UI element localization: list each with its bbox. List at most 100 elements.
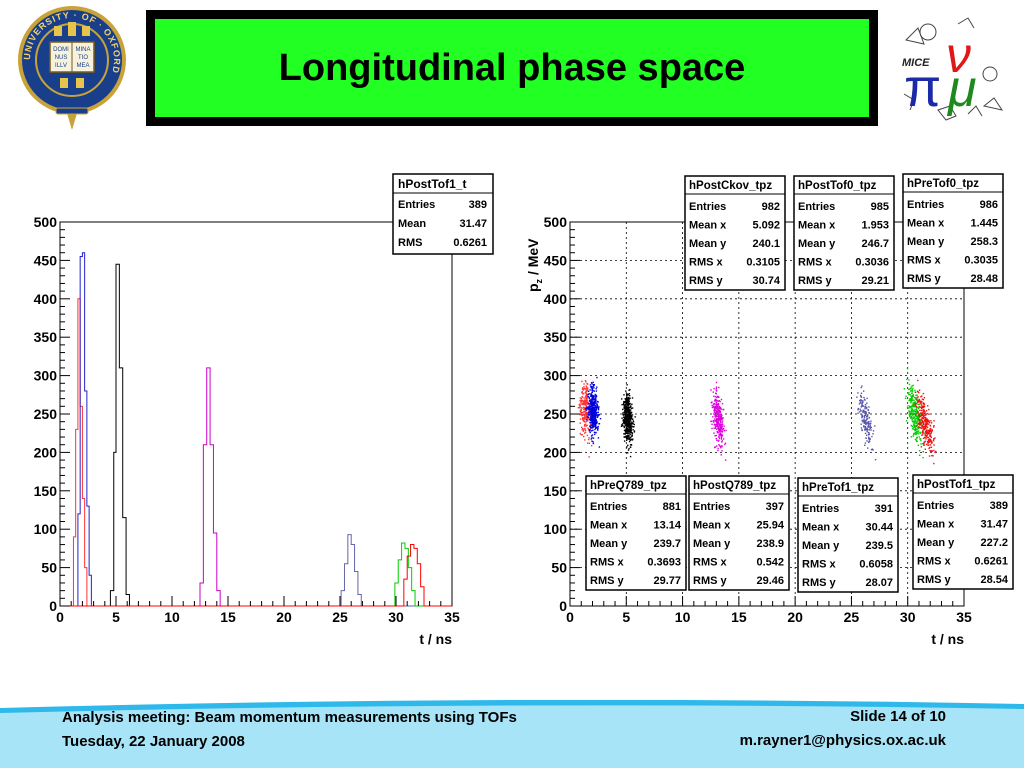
scatter-point <box>912 411 914 413</box>
scatter-point <box>934 437 936 439</box>
scatter-point <box>582 401 585 403</box>
stats-row-value: 29.46 <box>756 575 784 587</box>
scatter-point <box>584 432 586 434</box>
footer-meeting-title: Analysis meeting: Beam momentum measurem… <box>62 709 517 726</box>
scatter-point <box>623 416 625 419</box>
scatter-point <box>918 406 921 408</box>
scatter-point <box>931 454 933 457</box>
scatter-point <box>912 395 915 397</box>
scatter-point <box>869 438 871 440</box>
scatter-point <box>918 398 920 401</box>
scatter-point <box>583 386 585 388</box>
x-tick-label: 10 <box>164 609 180 625</box>
x-tick-label: 10 <box>675 609 691 625</box>
scatter-point <box>589 421 591 424</box>
scatter-point <box>581 411 584 414</box>
scatter-point <box>918 413 921 415</box>
x-tick-label: 20 <box>787 609 803 625</box>
scatter-point <box>624 408 627 410</box>
scatter-point <box>911 389 913 391</box>
scatter-point <box>628 435 630 438</box>
y-tick-label: 150 <box>544 483 568 499</box>
scatter-point <box>920 434 923 436</box>
scatter-point <box>599 417 602 420</box>
scatter-point <box>933 449 935 452</box>
scatter-point <box>577 406 580 409</box>
phase-space-scatter-chart: 0 50 100 150 200 250 300 350 400 450 500 0 5 10 15 20 2… <box>520 170 1020 655</box>
scatter-point <box>714 395 717 398</box>
y-tick-label: 0 <box>49 598 57 614</box>
scatter-point <box>866 428 868 430</box>
scatter-point <box>628 426 631 428</box>
scatter-point <box>628 394 631 397</box>
scatter-point <box>596 412 598 414</box>
scatter-point <box>864 408 866 410</box>
stats-box-title: hPostQ789_tpz <box>693 480 776 492</box>
scatter-point <box>625 415 628 417</box>
stats-box-frame <box>684 175 786 291</box>
scatter-point <box>912 384 914 387</box>
footer-email: m.rayner1@physics.ox.ac.uk <box>739 732 946 749</box>
scatter-point <box>713 423 716 425</box>
stats-row-label: Mean x <box>802 522 840 534</box>
histogram-stats-mean-value: 31.47 <box>459 218 487 230</box>
scatter-point <box>631 439 634 441</box>
stats-row-value: 29.21 <box>861 275 889 287</box>
scatter-point <box>862 419 865 422</box>
scatter-point <box>721 427 723 430</box>
scatter-point <box>633 430 636 432</box>
scatter-point <box>912 424 915 426</box>
scatter-point <box>591 405 593 408</box>
scatter-point <box>630 438 633 441</box>
stats-row-value: 25.94 <box>756 520 784 532</box>
stats-row-label: RMS x <box>907 255 942 267</box>
scatter-point <box>908 399 910 402</box>
scatter-point <box>586 399 588 401</box>
stats-row-value: 982 <box>762 201 780 213</box>
scatter-point <box>625 428 627 430</box>
scatter-point <box>867 426 869 428</box>
scatter-point <box>915 433 917 436</box>
scatter-point <box>595 390 598 392</box>
scatter-point <box>926 440 929 443</box>
scatter-point <box>624 400 627 403</box>
scatter-point <box>592 402 595 405</box>
scatter-point <box>872 449 874 451</box>
x-tick-label: 25 <box>332 609 348 625</box>
scatter-point <box>922 413 924 416</box>
scatter-point <box>594 393 596 396</box>
scatter-point <box>626 452 629 454</box>
scatter-point <box>909 399 911 401</box>
oxford-university-logo: UNIVERSITY · OF · OXFORD DOMI NUS ILLV M… <box>16 2 128 139</box>
scatter-point <box>867 421 869 423</box>
scatter-point <box>725 429 727 432</box>
scatter-point <box>933 425 935 427</box>
y-tick-label: 150 <box>34 483 58 499</box>
scatter-stats-box: hPostTof0_tpz Entries 985 Mean x 1.953 Mean y… <box>793 175 895 291</box>
scatter-point <box>630 426 632 428</box>
scatter-point <box>915 410 918 412</box>
stats-row-label: RMS x <box>590 557 625 569</box>
scatter-point <box>626 446 628 448</box>
scatter-point <box>933 426 935 428</box>
scatter-point <box>586 397 589 399</box>
scatter-point <box>870 420 872 422</box>
stats-row-label: RMS y <box>693 575 728 587</box>
stats-row-label: Entries <box>693 501 730 513</box>
scatter-point <box>719 410 722 413</box>
scatter-point <box>929 425 932 427</box>
scatter-point <box>934 451 936 454</box>
stats-box-frame <box>585 475 687 591</box>
scatter-point <box>859 399 861 402</box>
scatter-point <box>587 411 590 414</box>
scatter-point <box>918 403 921 405</box>
scatter-point <box>593 397 595 399</box>
scatter-point <box>915 394 917 396</box>
scatter-point <box>715 392 717 394</box>
scatter-point <box>719 413 721 416</box>
scatter-point <box>911 390 914 392</box>
scatter-point <box>717 409 720 411</box>
scatter-point <box>591 403 594 405</box>
scatter-point <box>590 419 592 421</box>
scatter-point <box>629 455 632 458</box>
